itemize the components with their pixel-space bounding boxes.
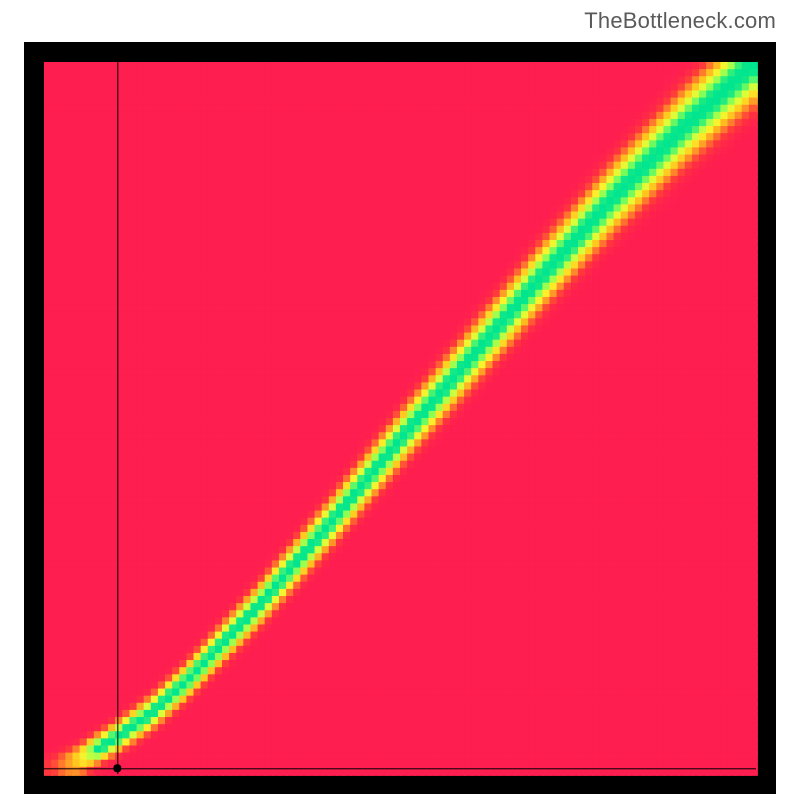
heatmap-canvas xyxy=(24,42,776,794)
watermark-text: TheBottleneck.com xyxy=(584,8,776,34)
bottleneck-heatmap xyxy=(24,42,776,794)
